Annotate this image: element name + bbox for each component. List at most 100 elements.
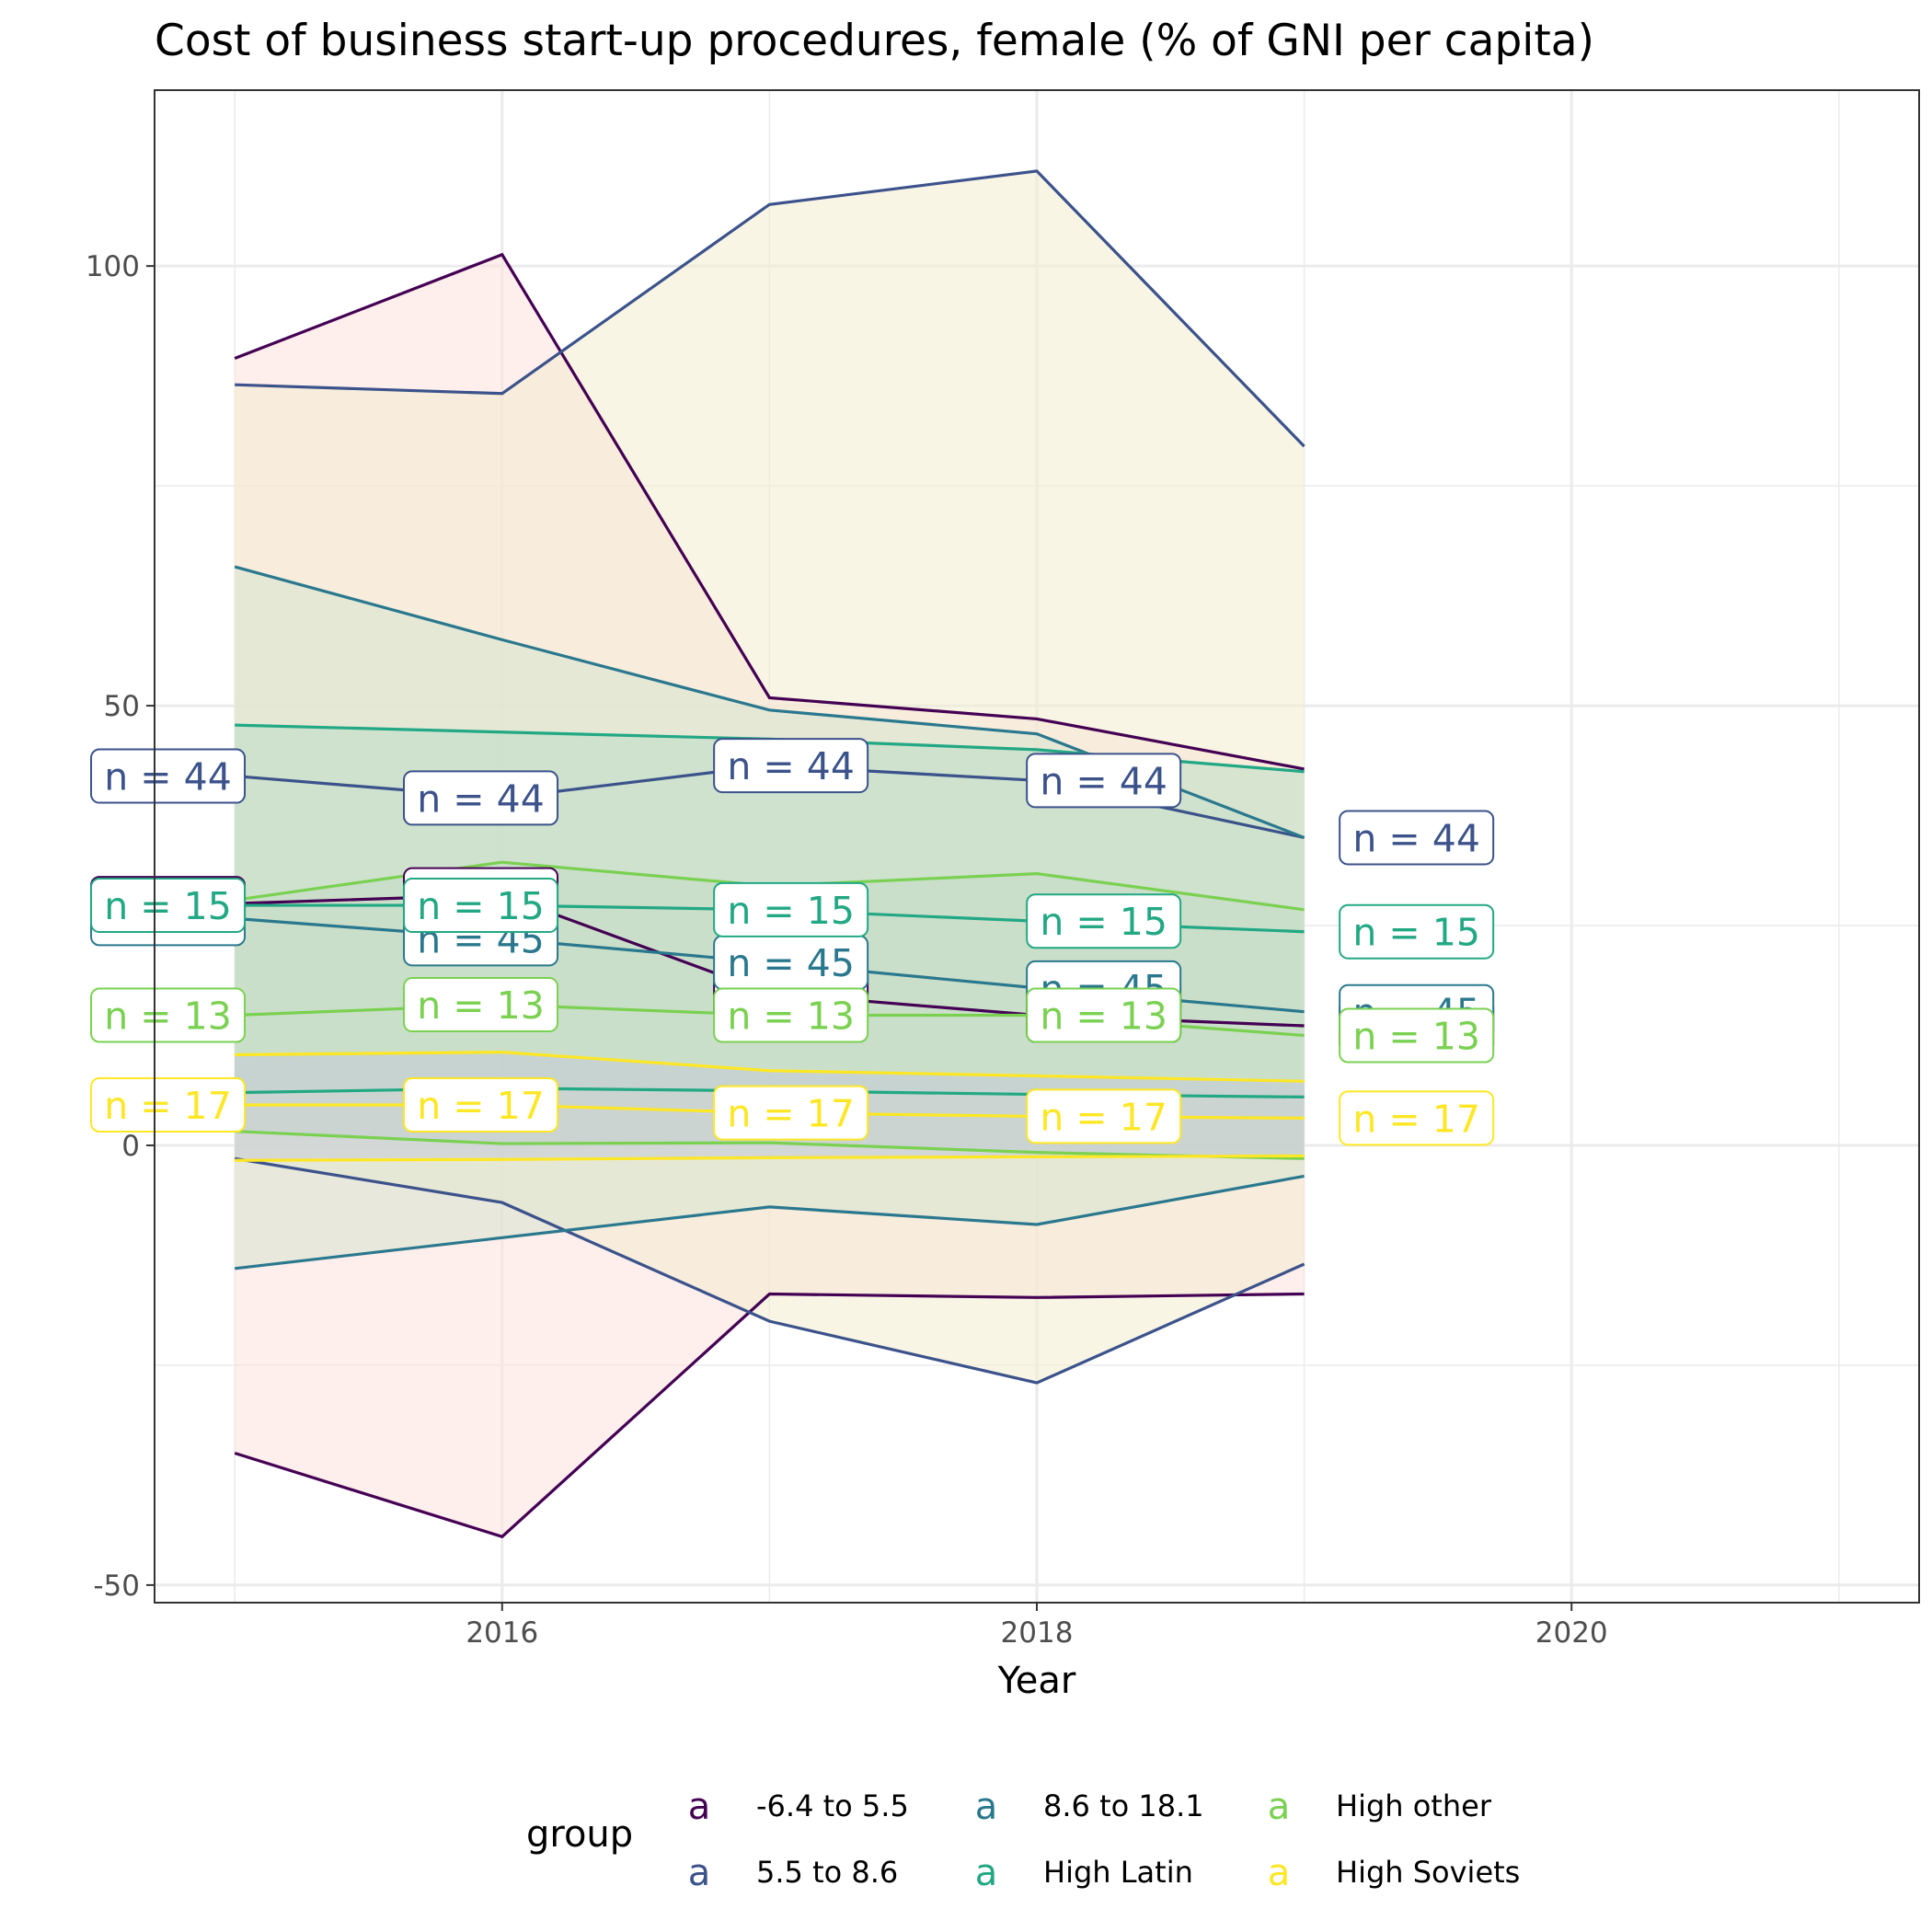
series-line-upper — [234, 252, 1305, 771]
count-label-box — [1339, 1090, 1495, 1146]
count-label-text: n = 15 — [1352, 911, 1480, 955]
count-label: n = 17 — [403, 1077, 559, 1133]
count-label-text: n = 13 — [727, 995, 855, 1039]
count-label-box — [403, 977, 559, 1033]
count-label-text: n = 44 — [1040, 759, 1167, 803]
y-tick-label: 50 — [104, 690, 140, 723]
count-label-text: n = 17 — [727, 1092, 855, 1136]
count-label-box — [1026, 893, 1182, 949]
count-label-box — [90, 987, 247, 1043]
count-label-text: n = 17 — [417, 1084, 545, 1128]
series-line-lower — [235, 1130, 1305, 1160]
count-label-box — [403, 878, 559, 934]
count-label-box — [1339, 1007, 1495, 1064]
count-label-text: n = 15 — [417, 884, 545, 928]
count-label: n = 13 — [713, 987, 869, 1043]
count-label-text: n = 13 — [104, 995, 232, 1039]
legend-entry: a High Soviets — [1268, 1852, 1521, 1894]
count-label-text: n = 13 — [1352, 1015, 1480, 1059]
count-label: n = 15 — [1026, 893, 1182, 949]
legend-entry: a 8.6 to 18.1 — [975, 1786, 1204, 1828]
count-label-box — [713, 738, 869, 794]
count-label: n = 13 — [1026, 987, 1182, 1043]
legend-label: High Soviets — [1336, 1855, 1520, 1890]
count-label-text: n = 13 — [1040, 995, 1167, 1039]
series-line-upper — [235, 169, 1305, 448]
series-line-lower — [234, 1174, 1305, 1271]
legend-label: High other — [1336, 1788, 1492, 1823]
count-label-text: n = 15 — [104, 884, 232, 928]
count-label: n = 15 — [1339, 903, 1495, 960]
x-tick-label: 2016 — [466, 1616, 538, 1650]
legend-entry: a High other — [1268, 1786, 1492, 1828]
x-axis-title: Year — [997, 1660, 1076, 1702]
legend-key: a — [1268, 1852, 1291, 1894]
count-labels: n = 45n = 45n = 45n = 45n = 45n = 44n = … — [90, 738, 1495, 1146]
count-label-box — [713, 881, 869, 937]
legend-label: High Latin — [1043, 1855, 1193, 1890]
legend-key: a — [975, 1786, 998, 1828]
count-label: n = 15 — [713, 881, 869, 937]
count-label-box — [90, 1077, 247, 1133]
count-label-box — [713, 1085, 869, 1141]
legend-entry: a 5.5 to 8.6 — [688, 1852, 899, 1894]
count-label-box — [90, 878, 247, 934]
series-line-lower — [234, 1156, 1305, 1385]
legend-label: -6.4 to 5.5 — [756, 1788, 909, 1823]
legend-key: a — [688, 1786, 711, 1828]
series-line-lower — [235, 1154, 1305, 1162]
count-label: n = 45 — [713, 935, 869, 991]
count-label-box — [403, 770, 559, 826]
count-label: n = 17 — [1339, 1090, 1495, 1146]
series-line-lower — [234, 1292, 1305, 1539]
x-tick-label: 2018 — [1001, 1616, 1074, 1650]
y-axis: -50 0 50 100 — [86, 250, 155, 1603]
legend-label: 8.6 to 18.1 — [1043, 1788, 1204, 1823]
y-tick-label: 0 — [121, 1130, 140, 1163]
count-label: n = 17 — [1026, 1088, 1182, 1144]
count-label: n = 13 — [1339, 1007, 1495, 1064]
y-tick-label: -50 — [93, 1570, 140, 1603]
legend-key: a — [688, 1852, 711, 1894]
count-label-text: n = 44 — [104, 755, 232, 799]
count-label-text: n = 44 — [417, 776, 545, 821]
count-label: n = 44 — [1026, 753, 1182, 809]
count-label-text: n = 44 — [1352, 816, 1480, 860]
count-label-text: n = 13 — [417, 983, 545, 1028]
count-label-text: n = 17 — [1352, 1097, 1480, 1141]
x-axis: 2016 2018 2020 — [466, 1603, 1608, 1650]
count-label-text: n = 15 — [727, 889, 855, 933]
count-label: n = 44 — [403, 770, 559, 826]
plot-panel: n = 45n = 45n = 45n = 45n = 45n = 44n = … — [90, 89, 1920, 1604]
count-label-text: n = 15 — [1040, 900, 1167, 944]
legend-key: a — [975, 1852, 998, 1894]
legend-entry: a High Latin — [975, 1852, 1193, 1894]
legend: group a -6.4 to 5.5 a 5.5 to 8.6 a 8.6 to 18.… — [526, 1786, 1520, 1894]
count-label: n = 44 — [90, 748, 247, 804]
count-label-text: n = 17 — [1040, 1095, 1167, 1139]
legend-title: group — [526, 1813, 633, 1856]
count-label-box — [1026, 753, 1182, 809]
count-label-box — [1026, 987, 1182, 1043]
count-label: n = 15 — [90, 878, 247, 934]
count-label-box — [1339, 903, 1495, 960]
count-label-box — [1026, 1088, 1182, 1144]
count-label: n = 17 — [713, 1085, 869, 1141]
count-label: n = 44 — [1339, 810, 1495, 866]
y-tick-label: 100 — [86, 250, 140, 283]
count-label: n = 15 — [403, 878, 559, 934]
count-label-box — [403, 1077, 559, 1133]
count-label: n = 13 — [403, 977, 559, 1033]
count-label: n = 17 — [90, 1077, 247, 1133]
count-label-box — [90, 748, 247, 804]
count-label-text: n = 17 — [104, 1084, 232, 1128]
chart-title: Cost of business start-up procedures, fe… — [155, 16, 1594, 66]
count-label-text: n = 44 — [727, 744, 855, 788]
legend-key: a — [1268, 1786, 1291, 1828]
x-tick-label: 2020 — [1535, 1616, 1608, 1650]
legend-entry: a -6.4 to 5.5 — [688, 1786, 909, 1828]
count-label: n = 13 — [90, 987, 247, 1043]
count-label-box — [1339, 810, 1495, 866]
count-label: n = 44 — [713, 738, 869, 794]
